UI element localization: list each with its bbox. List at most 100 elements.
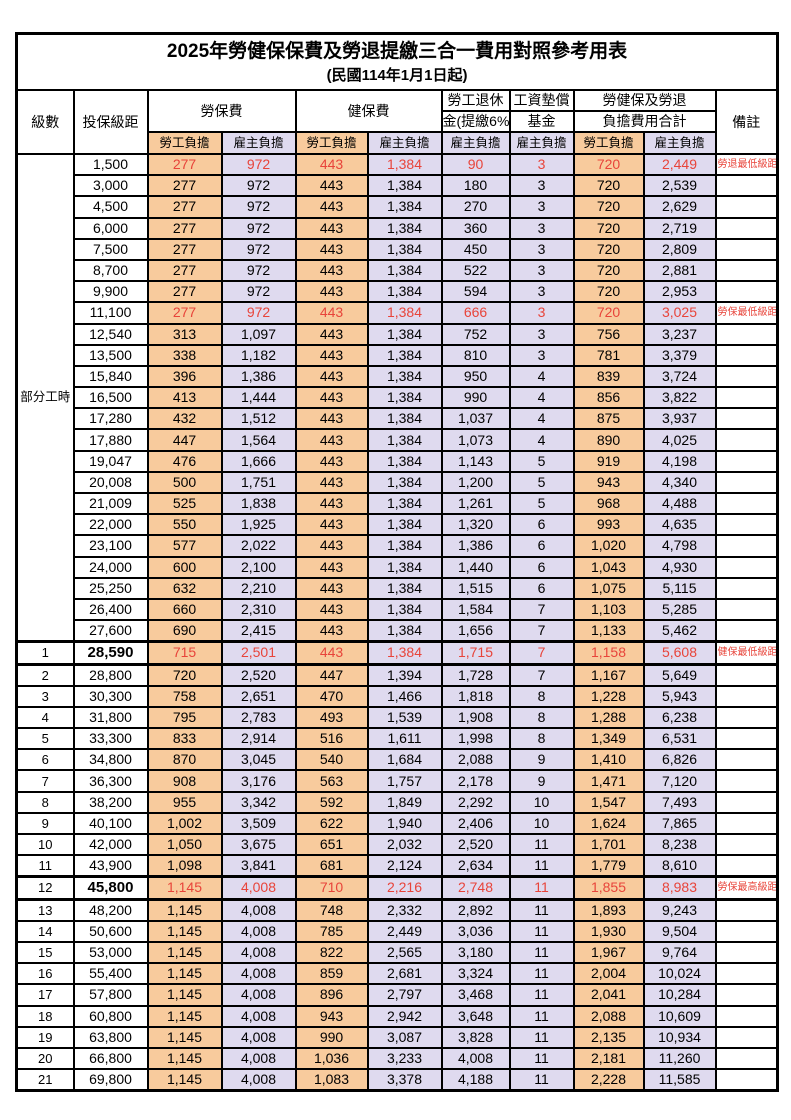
value-cell: 8,238 xyxy=(642,832,717,857)
value-cell: 2,406 xyxy=(440,811,511,836)
value-cell: 1,384 xyxy=(366,237,443,261)
header-wage-fund-line2: 基金 xyxy=(508,110,575,133)
subheader-total-employer: 雇主負擔 xyxy=(642,131,717,155)
value-cell: 443 xyxy=(294,322,369,346)
level-cell: 19 xyxy=(15,1025,75,1049)
remark-cell xyxy=(714,705,779,730)
value-cell: 3 xyxy=(508,258,575,283)
level-cell: 6 xyxy=(15,748,75,772)
level-cell: 16 xyxy=(15,962,75,986)
value-cell: 856 xyxy=(572,386,645,410)
value-cell: 10,609 xyxy=(642,1004,717,1028)
subheader-pension-employer: 雇主負擔 xyxy=(440,131,511,155)
value-cell: 4,008 xyxy=(220,1004,297,1028)
value-cell: 443 xyxy=(294,470,369,495)
table-row: 16 55,400 1,145 4,008 859 2,681 3,324 11 2,004 10… xyxy=(15,962,779,986)
value-cell: 1,384 xyxy=(366,597,443,622)
value-cell: 8 xyxy=(508,727,575,751)
header-pension-line2: 金(提繳6%) xyxy=(440,110,511,133)
value-cell: 11 xyxy=(508,962,575,986)
bracket-cell: 8,700 xyxy=(72,258,149,283)
value-cell: 1,701 xyxy=(572,832,645,857)
table-row: 4 31,800 795 2,783 493 1,539 1,908 8 1,288 6,238 xyxy=(15,705,779,730)
remark-cell xyxy=(714,258,779,283)
value-cell: 11 xyxy=(508,1046,575,1071)
value-cell: 360 xyxy=(440,216,511,240)
value-cell: 1,444 xyxy=(220,386,297,410)
value-cell: 11 xyxy=(508,1068,575,1092)
level-cell: 13 xyxy=(15,898,75,922)
value-cell: 338 xyxy=(146,343,223,367)
value-cell: 720 xyxy=(572,280,645,304)
value-cell: 2,004 xyxy=(572,962,645,986)
value-cell: 1,384 xyxy=(366,258,443,283)
value-cell: 795 xyxy=(146,705,223,730)
value-cell: 1,261 xyxy=(440,491,511,516)
value-cell: 1,036 xyxy=(294,1046,369,1071)
value-cell: 8 xyxy=(508,684,575,708)
table-row: 22,000 550 1,925 443 1,384 1,320 6 993 4,635 xyxy=(17,513,779,537)
bracket-cell: 63,800 xyxy=(72,1025,149,1049)
remark-cell xyxy=(714,343,779,367)
value-cell: 1,757 xyxy=(366,769,443,793)
value-cell: 4,008 xyxy=(220,1068,297,1092)
value-cell: 4,008 xyxy=(220,1046,297,1071)
value-cell: 470 xyxy=(294,684,369,708)
value-cell: 476 xyxy=(146,449,223,473)
level-cell: 15 xyxy=(15,940,75,965)
remark-cell: 勞退最低級距 xyxy=(714,152,779,177)
table-row: 3,000 277 972 443 1,384 180 3 720 2,539 xyxy=(17,174,779,198)
remark-cell: 健保最低級距 xyxy=(714,640,779,666)
value-cell: 3,378 xyxy=(366,1068,443,1092)
table-row: 13,500 338 1,182 443 1,384 810 3 781 3,379 xyxy=(17,343,779,367)
value-cell: 277 xyxy=(146,280,223,304)
table-row: 8,700 277 972 443 1,384 522 3 720 2,881 xyxy=(17,258,779,283)
value-cell: 3,379 xyxy=(642,343,717,367)
value-cell: 1,440 xyxy=(440,555,511,579)
table-row: 6 34,800 870 3,045 540 1,684 2,088 9 1,410 6,826 xyxy=(15,748,779,772)
value-cell: 11 xyxy=(508,875,575,901)
value-cell: 3,342 xyxy=(220,790,297,814)
value-cell: 3,324 xyxy=(440,962,511,986)
level-cell: 10 xyxy=(15,832,75,857)
value-cell: 5,943 xyxy=(642,684,717,708)
header-labor-insurance: 勞保費 xyxy=(146,89,297,133)
level-cell: 9 xyxy=(15,811,75,836)
value-cell: 3,237 xyxy=(642,322,717,346)
value-cell: 950 xyxy=(440,364,511,389)
value-cell: 7,865 xyxy=(642,811,717,836)
value-cell: 720 xyxy=(572,174,645,198)
value-cell: 9 xyxy=(508,769,575,793)
value-cell: 1,073 xyxy=(440,428,511,452)
value-cell: 1,515 xyxy=(440,576,511,600)
subheader-labor-employee: 勞工負擔 xyxy=(146,131,223,155)
value-cell: 1,228 xyxy=(572,684,645,708)
value-cell: 4,008 xyxy=(220,940,297,965)
table-row: 25,250 632 2,210 443 1,384 1,515 6 1,075 5,115 xyxy=(17,576,779,600)
remark-cell xyxy=(714,364,779,389)
value-cell: 1,384 xyxy=(366,576,443,600)
value-cell: 4,008 xyxy=(220,962,297,986)
value-cell: 1,145 xyxy=(146,983,223,1007)
value-cell: 1,908 xyxy=(440,705,511,730)
value-cell: 756 xyxy=(572,322,645,346)
value-cell: 3,180 xyxy=(440,940,511,965)
value-cell: 4,198 xyxy=(642,449,717,473)
level-cell: 1 xyxy=(15,640,75,666)
value-cell: 447 xyxy=(294,663,369,687)
value-cell: 720 xyxy=(572,195,645,219)
value-cell: 3 xyxy=(508,322,575,346)
value-cell: 10,024 xyxy=(642,962,717,986)
value-cell: 8 xyxy=(508,705,575,730)
value-cell: 4 xyxy=(508,407,575,431)
value-cell: 443 xyxy=(294,280,369,304)
value-cell: 7 xyxy=(508,597,575,622)
value-cell: 3 xyxy=(508,343,575,367)
value-cell: 500 xyxy=(146,470,223,495)
remark-cell xyxy=(714,237,779,261)
value-cell: 4,008 xyxy=(220,875,297,901)
value-cell: 1,349 xyxy=(572,727,645,751)
value-cell: 396 xyxy=(146,364,223,389)
value-cell: 413 xyxy=(146,386,223,410)
value-cell: 839 xyxy=(572,364,645,389)
